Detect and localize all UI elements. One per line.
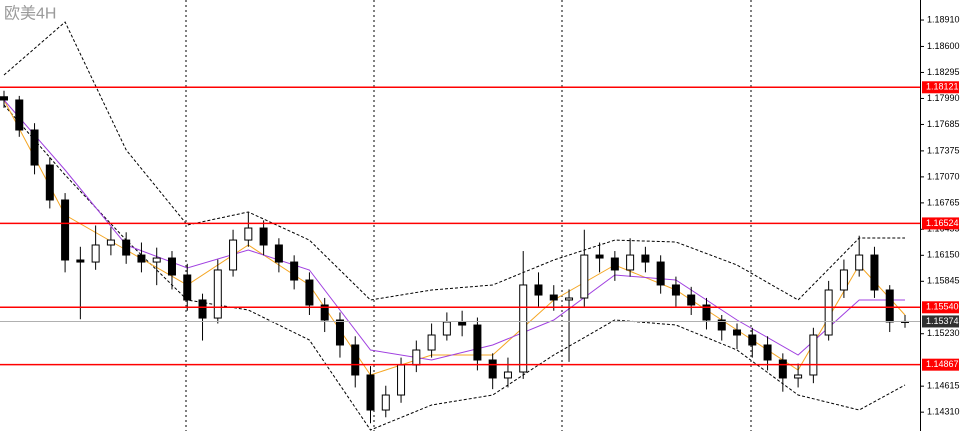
y-tick-label: 1.17070	[927, 171, 960, 181]
candle-body	[763, 344, 772, 361]
candle-body	[91, 244, 100, 263]
candle-body	[809, 334, 818, 376]
candle-body	[244, 227, 253, 241]
candle-body	[61, 199, 70, 261]
y-tick-label: 1.16150	[927, 250, 960, 260]
chart-title: 欧美4H	[4, 4, 56, 22]
y-tick-label: 1.15845	[927, 276, 960, 286]
candle-body	[320, 304, 329, 321]
candle-body	[183, 274, 192, 301]
candle-body	[702, 304, 711, 321]
level-box	[922, 217, 959, 230]
candle-body	[427, 334, 436, 351]
candle-body	[626, 254, 635, 271]
candle-body	[855, 254, 864, 271]
candle-body	[748, 334, 757, 346]
candle-body	[397, 364, 406, 396]
candle-body	[534, 284, 543, 296]
candle-body	[290, 261, 299, 281]
level-label: 1.16524	[926, 218, 959, 228]
candle-body	[152, 257, 161, 263]
candle-body	[824, 289, 833, 336]
candle-body	[351, 344, 360, 376]
level-label: 1.18121	[926, 82, 959, 92]
candle-body	[687, 294, 696, 306]
candle-body	[595, 254, 604, 259]
candle-body	[503, 371, 512, 379]
candle-body	[106, 239, 115, 246]
candle-body	[167, 257, 176, 276]
y-tick-label: 1.17990	[927, 93, 960, 103]
axis-labels: 1.18910 1.18600 1.18295 1.17990 1.17685 1.173…	[920, 14, 960, 417]
current-price-box	[922, 315, 959, 328]
candle-body	[656, 261, 665, 286]
candle-body	[30, 129, 39, 166]
candle-body	[213, 269, 222, 319]
candle-body	[778, 359, 787, 379]
y-tick-label: 1.16765	[927, 197, 960, 207]
candle-body	[839, 269, 848, 291]
y-tick-label: 1.14615	[927, 381, 960, 391]
bollinger-band	[3, 104, 906, 431]
candle-body	[794, 374, 803, 379]
candle-body	[274, 244, 283, 263]
candle-body	[870, 254, 879, 291]
candle-body	[473, 324, 482, 361]
candle-body	[717, 319, 726, 331]
y-tick-label: 1.18910	[927, 14, 960, 24]
plot-area	[0, 21, 920, 431]
candle-body	[198, 299, 207, 319]
candle-body	[305, 279, 314, 306]
candle-body	[641, 254, 650, 263]
candle-body	[458, 321, 467, 326]
bollinger-band	[3, 21, 905, 301]
candle-body	[229, 239, 238, 271]
candle-body	[565, 297, 574, 301]
level-label: 1.14867	[926, 359, 959, 369]
candle-body	[15, 99, 24, 131]
level-box	[922, 358, 959, 371]
candle-body	[137, 254, 146, 263]
y-tick-label: 1.18295	[927, 67, 960, 77]
candle-body	[335, 319, 344, 346]
level-box	[922, 301, 959, 314]
candle-body	[366, 374, 375, 411]
candle-body	[488, 359, 497, 379]
candle-body	[381, 394, 390, 411]
candle-body	[76, 259, 85, 263]
candle-body	[885, 289, 894, 323]
current-price-label: 1.15374	[926, 316, 959, 326]
candle-body	[519, 284, 528, 373]
y-tick-label: 1.14310	[927, 407, 960, 417]
y-tick-label: 1.17375	[927, 145, 960, 155]
candle-body	[122, 239, 131, 256]
candle-body	[733, 329, 742, 336]
level-label: 1.15540	[926, 302, 959, 312]
level-box	[922, 81, 959, 94]
y-tick-label: 1.18600	[927, 41, 960, 51]
candle-body	[549, 294, 558, 301]
y-tick-label: 1.17685	[927, 119, 960, 129]
candle-body	[580, 254, 589, 299]
candle-body	[45, 164, 54, 201]
candle-body	[259, 227, 268, 246]
candle-body	[610, 257, 619, 271]
candle-body	[0, 96, 8, 101]
candle-body	[671, 284, 680, 296]
candle-body	[412, 349, 421, 366]
y-tick-label: 1.15230	[927, 328, 960, 338]
candle-body	[442, 321, 451, 336]
